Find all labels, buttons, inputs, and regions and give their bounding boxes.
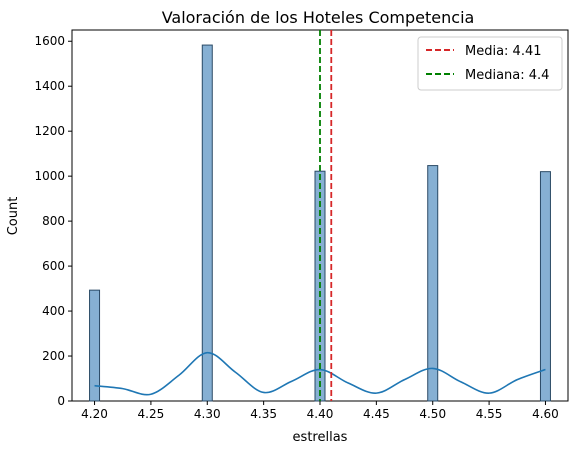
histogram-bar [427, 165, 439, 402]
y-tick-label: 1600 [34, 34, 65, 48]
x-tick-label: 4.60 [532, 407, 559, 421]
histogram-bar [201, 44, 213, 402]
y-axis-ticks: 0 200 400 600 800 1000 1200 1400 1600 [34, 34, 72, 408]
y-tick-label: 800 [42, 214, 65, 228]
y-axis-label: Count [6, 197, 21, 236]
x-tick-label: 4.55 [476, 407, 503, 421]
legend-label-median: Mediana: 4.4 [465, 68, 549, 83]
histogram-bar [539, 171, 551, 402]
y-tick-label: 400 [42, 304, 65, 318]
x-tick-label: 4.30 [194, 407, 221, 421]
x-tick-label: 4.35 [250, 407, 277, 421]
x-tick-label: 4.25 [138, 407, 165, 421]
kde-layer [94, 351, 546, 396]
y-tick-label: 0 [57, 394, 65, 408]
y-tick-label: 200 [42, 349, 65, 363]
x-tick-label: 4.50 [419, 407, 446, 421]
x-axis-label: estrellas [293, 430, 348, 445]
x-tick-label: 4.45 [363, 407, 390, 421]
y-tick-label: 600 [42, 259, 65, 273]
kde-curve [94, 351, 546, 396]
y-tick-label: 1000 [34, 169, 65, 183]
x-axis-ticks: 4.20 4.25 4.30 4.35 4.40 4.45 4.50 4.55 4.60 [81, 401, 559, 421]
histogram-bar [89, 289, 101, 402]
y-tick-label: 1400 [34, 79, 65, 93]
chart-title: Valoración de los Hoteles Competencia [162, 8, 475, 27]
reference-lines-layer [319, 30, 333, 401]
y-tick-label: 1200 [34, 124, 65, 138]
legend: Media: 4.41 Mediana: 4.4 [417, 36, 563, 91]
x-tick-label: 4.40 [307, 407, 334, 421]
legend-label-mean: Media: 4.41 [465, 44, 542, 59]
x-tick-label: 4.20 [81, 407, 108, 421]
